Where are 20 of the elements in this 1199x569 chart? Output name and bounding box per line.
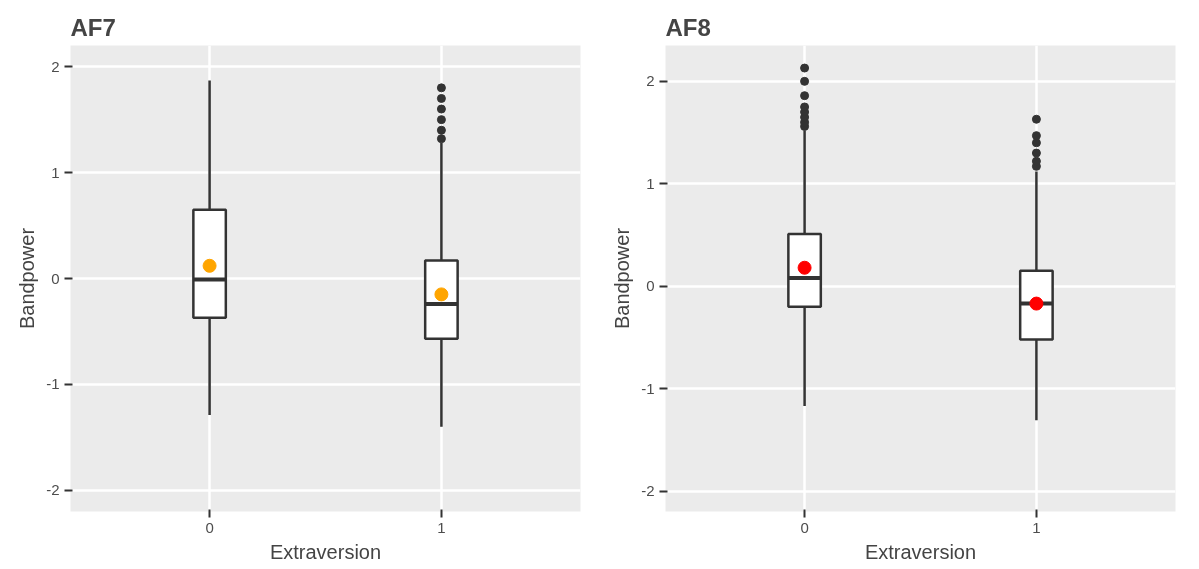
chart-title: AF7 [70, 13, 116, 41]
y-tick-label: 1 [646, 174, 655, 192]
y-tick-label: -1 [641, 379, 655, 397]
x-axis-title: Extraversion [269, 540, 382, 563]
x-axis-title: Extraversion [864, 540, 977, 563]
y-tick-label: 0 [51, 269, 60, 287]
y-tick-label: 2 [51, 57, 60, 75]
y-tick-label: 2 [646, 72, 655, 90]
x-tick-label: 1 [1032, 518, 1041, 536]
y-tick-label: 0 [646, 277, 655, 295]
x-tick-label: 0 [800, 518, 809, 536]
y-tick-label: -2 [641, 482, 655, 500]
x-tick-label: 1 [437, 518, 446, 536]
y-axis-title: Bandpower [611, 227, 634, 330]
chart-title: AF8 [665, 13, 711, 41]
y-tick-label: 1 [51, 163, 60, 181]
y-tick-label: -1 [46, 375, 60, 393]
y-axis-title: Bandpower [16, 227, 39, 330]
y-tick-label: -2 [46, 481, 60, 499]
x-tick-label: 0 [205, 518, 214, 536]
